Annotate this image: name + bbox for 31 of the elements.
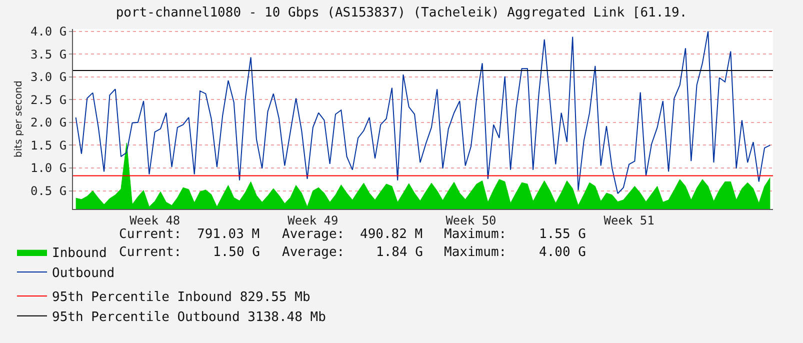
y-tick-label: 1.5 G (30, 138, 67, 152)
x-tick-label: Week 48 (130, 213, 180, 228)
text: 791.03 M (197, 227, 260, 242)
text: 1.55 G (539, 227, 586, 242)
text: Current: (119, 245, 182, 260)
x-tick-label: Week 51 (604, 213, 654, 228)
text: Current: (119, 227, 182, 242)
text: 1.84 G (376, 245, 424, 260)
text: 490.82 M (360, 227, 423, 242)
text: 1.50 G (213, 245, 260, 260)
x-tick-label: Week 49 (288, 213, 338, 228)
legend-label: Outbound (52, 266, 115, 282)
y-tick-label: 0.5 G (30, 184, 67, 198)
y-axis-title: bits per second (13, 80, 24, 158)
legend-label: 95th Percentile Inbound 829.55 Mb (52, 290, 310, 306)
x-tick-label: Week 50 (446, 213, 496, 228)
text: Average: (282, 227, 345, 242)
text: Maximum: (444, 227, 507, 242)
y-tick-label: 3.0 G (30, 70, 67, 84)
line-series (75, 30, 771, 194)
chart-title: port-channel1080 - 10 Gbps (AS153837) (Tacheleik) Aggregated Link [61.19. (116, 6, 688, 21)
text: Maximum: (444, 245, 507, 260)
legend-label: Inbound (52, 246, 107, 262)
y-tick-label: 4.0 G (30, 24, 67, 38)
y-tick-label: 1.0 G (30, 161, 67, 176)
y-tick-label: 3.5 G (30, 47, 67, 62)
text: 4.00 G (539, 245, 586, 260)
y-tick-label: 2.0 G (30, 116, 67, 130)
y-tick-label: 2.5 G (30, 92, 67, 107)
text: Average: (282, 245, 345, 260)
legend-label: 95th Percentile Outbound 3138.48 Mb (52, 310, 326, 325)
